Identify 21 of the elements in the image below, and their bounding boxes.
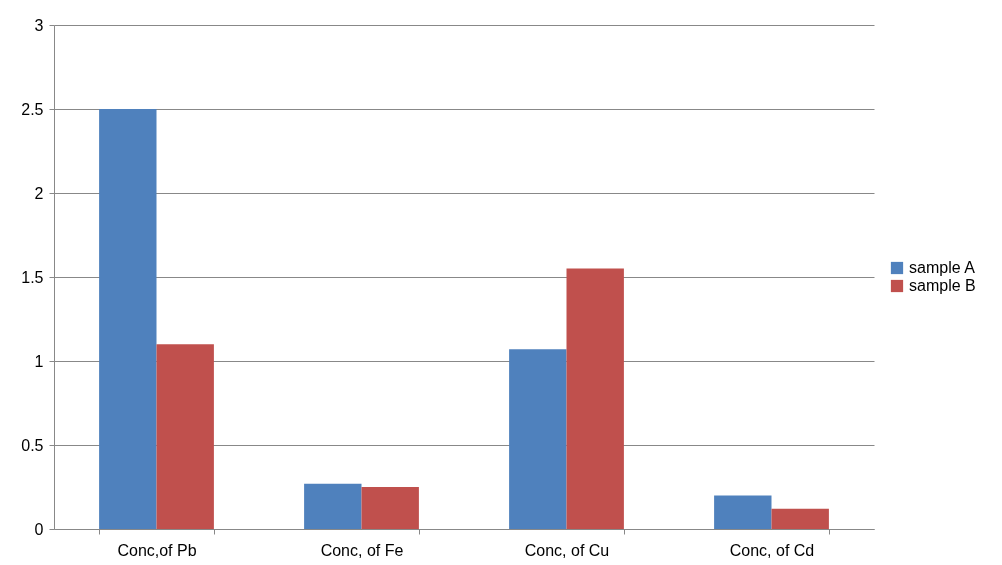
bar	[566, 268, 624, 529]
bar	[156, 344, 214, 529]
x-tick-label: Conc,of Pb	[117, 541, 197, 559]
legend-label: sample A	[909, 259, 976, 276]
bar	[714, 495, 772, 529]
y-tick-label: 0	[34, 520, 44, 538]
y-tick-label: 2	[34, 184, 44, 202]
bar	[361, 487, 419, 529]
y-tick-label: 2.5	[21, 100, 44, 118]
bar	[304, 483, 362, 529]
x-tick-label: Conc, of Cd	[729, 541, 815, 559]
y-tick-label: 3	[34, 16, 44, 34]
y-tick-label: 1.5	[21, 268, 44, 286]
legend-label: sample B	[909, 277, 976, 294]
x-tick-label: Conc, of Fe	[320, 541, 404, 559]
bar	[99, 109, 157, 529]
x-tick-label: Conc, of Cu	[524, 541, 610, 559]
y-tick-label: 1	[34, 352, 44, 370]
y-tick-label: 0.5	[21, 436, 44, 454]
bar	[771, 508, 829, 529]
bar	[509, 349, 567, 529]
